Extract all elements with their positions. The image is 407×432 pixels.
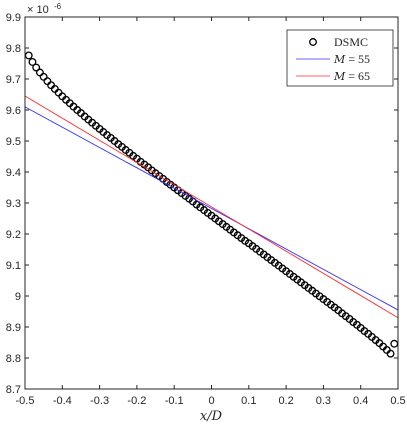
y-tick-label: 9.8 (6, 43, 21, 55)
y-tick-label: 9.9 (6, 12, 21, 24)
series-line-m-55 (24, 106, 399, 311)
y-tick-label: 9.3 (6, 198, 21, 210)
legend-label-m65-rest: = 65 (345, 69, 370, 83)
y-tick-label: 9.5 (6, 136, 21, 148)
y-tick-label: 8.8 (6, 353, 21, 365)
data-point (386, 349, 395, 358)
legend-label-m65: M = 65 (333, 69, 370, 83)
legend-label-m55-rest: = 55 (345, 52, 370, 66)
tick-labels: -0.5 -0.4 -0.3 -0.2 -0.1 0 0.1 0.2 0.3 0.4 0.5 8.7 8… (6, 12, 406, 407)
y-tick-label: 8.7 (6, 384, 21, 396)
x-tick-label: -0.3 (90, 395, 109, 407)
y-tick-label: 9.1 (6, 260, 21, 272)
series-line-m-65 (24, 95, 399, 319)
x-tick-label: 0.1 (241, 395, 256, 407)
y-tick-label: 9.7 (6, 74, 21, 86)
y-tick-label: 9.6 (6, 105, 21, 117)
x-tick-label: -0.4 (53, 395, 72, 407)
ticks-layer (24, 16, 399, 390)
legend-box (286, 29, 394, 87)
y-multiplier-base: × 10 (27, 4, 49, 16)
y-tick-label: 8.9 (6, 322, 21, 334)
y-tick-label: 9.4 (6, 167, 21, 179)
legend-label-m55-var: M (333, 53, 346, 66)
x-tick-label: -0.5 (16, 395, 35, 407)
x-tick-label: 0.3 (316, 395, 331, 407)
legend-label-dsmc: DSMC (334, 35, 368, 49)
x-tick-label: 0 (208, 395, 214, 407)
data-point (28, 58, 37, 66)
legend-label-m55: M = 55 (333, 52, 370, 66)
x-tick-label: 0.5 (390, 395, 405, 407)
legend-label-m65-var: M (333, 70, 346, 83)
legend-marker-dsmc (309, 38, 317, 46)
x-tick-label: -0.1 (165, 395, 184, 407)
legend: DSMC M = 55 M = 65 (286, 29, 394, 87)
series-layer (24, 51, 399, 358)
y-multiplier-exponent: -6 (54, 2, 62, 11)
data-point (32, 63, 41, 72)
series-dsmc (24, 51, 399, 358)
y-tick-label: 9.2 (6, 229, 21, 241)
y-tick-label: 9 (15, 291, 21, 303)
x-tick-label: -0.2 (127, 395, 146, 407)
x-tick-label: 0.2 (278, 395, 293, 407)
x-tick-label: 0.4 (353, 395, 368, 407)
y-multiplier: × 10 -6 (27, 2, 62, 16)
x-axis-label: x/D (200, 409, 223, 424)
